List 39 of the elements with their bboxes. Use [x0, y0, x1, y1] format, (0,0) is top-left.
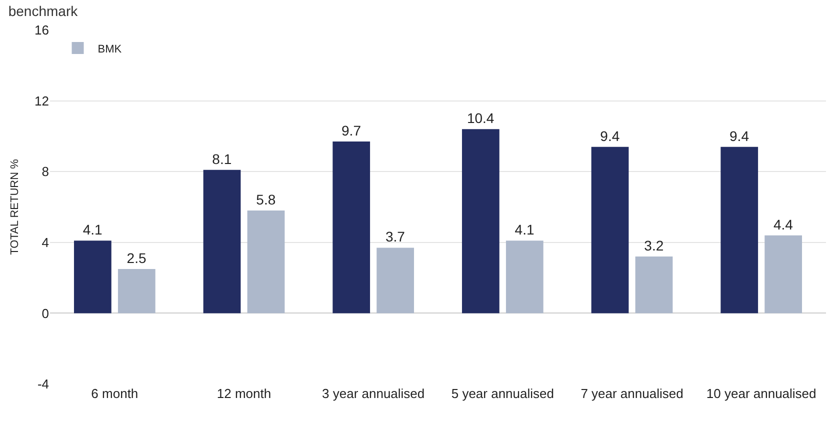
data-label: 9.4 [730, 128, 750, 144]
data-label: 8.1 [212, 150, 232, 167]
data-label: 9.7 [342, 122, 362, 139]
y-tick-label: 16 [34, 22, 49, 38]
bar [720, 146, 758, 314]
x-tick-label: 6 month [91, 386, 138, 401]
data-label: 3.7 [385, 228, 406, 245]
data-label: 4.1 [514, 222, 534, 238]
y-tick-label: 4 [42, 234, 49, 250]
data-label: 3.2 [644, 238, 664, 254]
y-tick-label: 8 [42, 164, 49, 180]
x-tick-label: 12 month [216, 386, 272, 401]
bar [376, 248, 414, 314]
legend-label: BMK [98, 43, 122, 56]
y-axis-title: TOTAL RETURN % [9, 158, 21, 255]
y-tick-label: -4 [37, 376, 49, 392]
data-label: 10.4 [466, 110, 494, 126]
data-label: 2.5 [126, 250, 146, 266]
x-tick-label: 3 year annualised [322, 386, 425, 401]
bar [74, 240, 112, 314]
x-tick-label: 7 year annualised [580, 386, 684, 401]
bar [462, 129, 500, 314]
data-label: 4.4 [773, 216, 794, 232]
x-tick-label: 10 year annualised [706, 386, 816, 401]
bar [506, 240, 544, 314]
data-label: 9.4 [600, 128, 620, 144]
bar [591, 146, 629, 314]
x-tick-label: 5 year annualised [451, 386, 554, 401]
y-tick-label: 0 [42, 306, 49, 321]
data-label: 4.1 [82, 222, 103, 238]
data-label: 5.8 [256, 192, 276, 208]
bar [118, 268, 156, 314]
chart-title: benchmark [8, 3, 79, 20]
bar [203, 170, 241, 314]
bar [247, 210, 285, 314]
bar [764, 235, 802, 314]
bar [332, 142, 370, 314]
y-tick-label: 12 [34, 93, 49, 108]
bar [635, 256, 673, 314]
